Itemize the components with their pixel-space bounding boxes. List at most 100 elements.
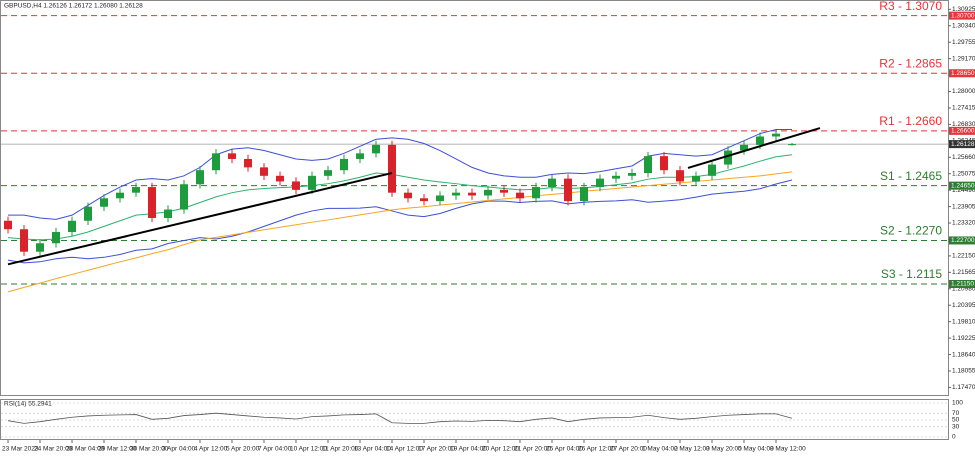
indicator-line bbox=[8, 128, 792, 220]
candle-body bbox=[276, 175, 284, 182]
candle-body bbox=[548, 178, 556, 188]
level-axis-label: 1.26600 bbox=[951, 128, 975, 135]
x-tick-label: 3 May 20:00 bbox=[706, 446, 742, 453]
candle-body bbox=[148, 187, 156, 218]
level-axis-label: 1.21150 bbox=[951, 281, 974, 288]
candle-body bbox=[356, 153, 364, 159]
y-tick-label: 1.19225 bbox=[952, 335, 975, 342]
trendline bbox=[7, 172, 393, 266]
y-tick-label: 1.25075 bbox=[952, 170, 975, 177]
candle-body bbox=[244, 158, 252, 168]
x-tick-label: 19 Apr 04:00 bbox=[450, 446, 487, 453]
level-axis-box bbox=[949, 11, 975, 20]
level-axis-label: 1.22700 bbox=[951, 237, 975, 244]
y-tick-label: 1.28000 bbox=[952, 88, 975, 95]
candle-body bbox=[388, 144, 396, 193]
candle-body bbox=[372, 144, 380, 154]
x-tick-label: 28 Mar 04:00 bbox=[66, 446, 105, 453]
x-tick-label: 7 Apr 04:00 bbox=[258, 446, 292, 453]
current-price-box bbox=[949, 140, 975, 149]
level-label: S1 - 1.2465 bbox=[880, 169, 942, 183]
main-panel bbox=[0, 0, 949, 396]
level-axis-box bbox=[949, 69, 975, 78]
candle-body bbox=[196, 170, 204, 185]
x-tick-label: 23 Mar 2023 bbox=[2, 446, 39, 453]
chart-title: GBPUSD,H4 1.26126 1.26172 1.26080 1.2612… bbox=[4, 3, 143, 10]
candle-body bbox=[84, 206, 92, 221]
x-tick-label: 30 Mar 20:00 bbox=[130, 446, 169, 453]
candle-body bbox=[164, 209, 172, 218]
y-tick-label: 1.18640 bbox=[952, 351, 975, 358]
candle-body bbox=[660, 156, 668, 171]
candle-body bbox=[612, 175, 620, 179]
level-label: S3 - 1.2115 bbox=[881, 267, 942, 281]
x-tick-label: 4 Apr 12:00 bbox=[194, 446, 228, 453]
x-tick-label: 13 Apr 04:00 bbox=[354, 446, 391, 453]
y-tick-label: 1.19810 bbox=[952, 318, 975, 325]
y-tick-label: 1.23905 bbox=[952, 203, 975, 210]
indicator-line bbox=[7, 179, 793, 264]
x-tick-label: 3 Apr 04:00 bbox=[162, 446, 196, 453]
level-axis-label: 1.24650 bbox=[951, 182, 975, 189]
x-tick-label: 26 Apr 12:00 bbox=[578, 446, 615, 453]
level-label: S2 - 1.2270 bbox=[880, 224, 942, 238]
candle-body bbox=[260, 167, 268, 176]
x-tick-label: 20 Apr 12:00 bbox=[482, 446, 519, 453]
rsi-tick-label: 70 bbox=[952, 410, 960, 417]
indicator-line bbox=[7, 154, 793, 241]
x-tick-label: 5 May 04:00 bbox=[738, 446, 774, 453]
level-label: R3 - 1.3070 bbox=[879, 0, 942, 13]
candle-body bbox=[580, 187, 588, 202]
y-tick-label: 1.30925 bbox=[952, 6, 975, 13]
rsi-tick-label: 100 bbox=[952, 400, 963, 407]
level-label: R2 - 1.2865 bbox=[879, 56, 942, 70]
candle-body bbox=[756, 136, 764, 145]
level-axis-box bbox=[949, 236, 975, 245]
level-axis-label: 1.28650 bbox=[951, 70, 975, 77]
candle-body bbox=[644, 156, 652, 174]
y-tick-label: 1.29170 bbox=[952, 55, 975, 62]
y-tick-label: 1.26830 bbox=[952, 121, 975, 128]
candle-body bbox=[340, 158, 348, 171]
y-tick-label: 1.20395 bbox=[952, 302, 975, 309]
level-axis-box bbox=[949, 126, 975, 135]
x-tick-label: 8 May 12:00 bbox=[770, 446, 806, 453]
current-price-label: 1.26128 bbox=[951, 141, 975, 148]
candle-body bbox=[468, 192, 476, 196]
candle-body bbox=[788, 144, 796, 146]
candle-body bbox=[676, 170, 684, 182]
candle-body bbox=[100, 198, 108, 207]
y-tick-label: 1.17470 bbox=[952, 384, 975, 391]
y-tick-label: 1.29755 bbox=[952, 39, 975, 46]
candle-body bbox=[500, 189, 508, 193]
level-axis-label: 1.30700 bbox=[951, 12, 975, 19]
x-tick-label: 10 Apr 12:00 bbox=[290, 446, 327, 453]
candle-body bbox=[484, 189, 492, 196]
x-tick-label: 14 Apr 12:00 bbox=[386, 446, 423, 453]
candle-body bbox=[4, 220, 12, 230]
candle-body bbox=[532, 187, 540, 199]
candle-body bbox=[36, 243, 44, 252]
candle-body bbox=[724, 150, 732, 165]
x-tick-label: 25 Apr 04:00 bbox=[546, 446, 583, 453]
rsi-tick-label: 0 bbox=[952, 434, 956, 441]
trendline bbox=[687, 127, 821, 169]
x-tick-label: 17 Apr 20:00 bbox=[418, 446, 455, 453]
candle-body bbox=[596, 178, 604, 188]
y-tick-label: 1.27415 bbox=[952, 105, 975, 112]
candle-body bbox=[116, 192, 124, 199]
candle-body bbox=[740, 144, 748, 151]
candle-body bbox=[292, 181, 300, 190]
candle-body bbox=[404, 192, 412, 199]
candle-body bbox=[420, 198, 428, 202]
candle-body bbox=[628, 173, 636, 176]
candle-body bbox=[772, 133, 780, 137]
indicator-line bbox=[7, 171, 793, 293]
x-tick-label: 24 Mar 20:00 bbox=[34, 446, 73, 453]
candle-body bbox=[324, 170, 332, 176]
level-axis-box bbox=[949, 181, 975, 190]
y-tick-label: 1.24490 bbox=[952, 187, 975, 194]
level-axis-box bbox=[949, 280, 975, 289]
x-tick-label: 29 Mar 12:00 bbox=[98, 446, 137, 453]
